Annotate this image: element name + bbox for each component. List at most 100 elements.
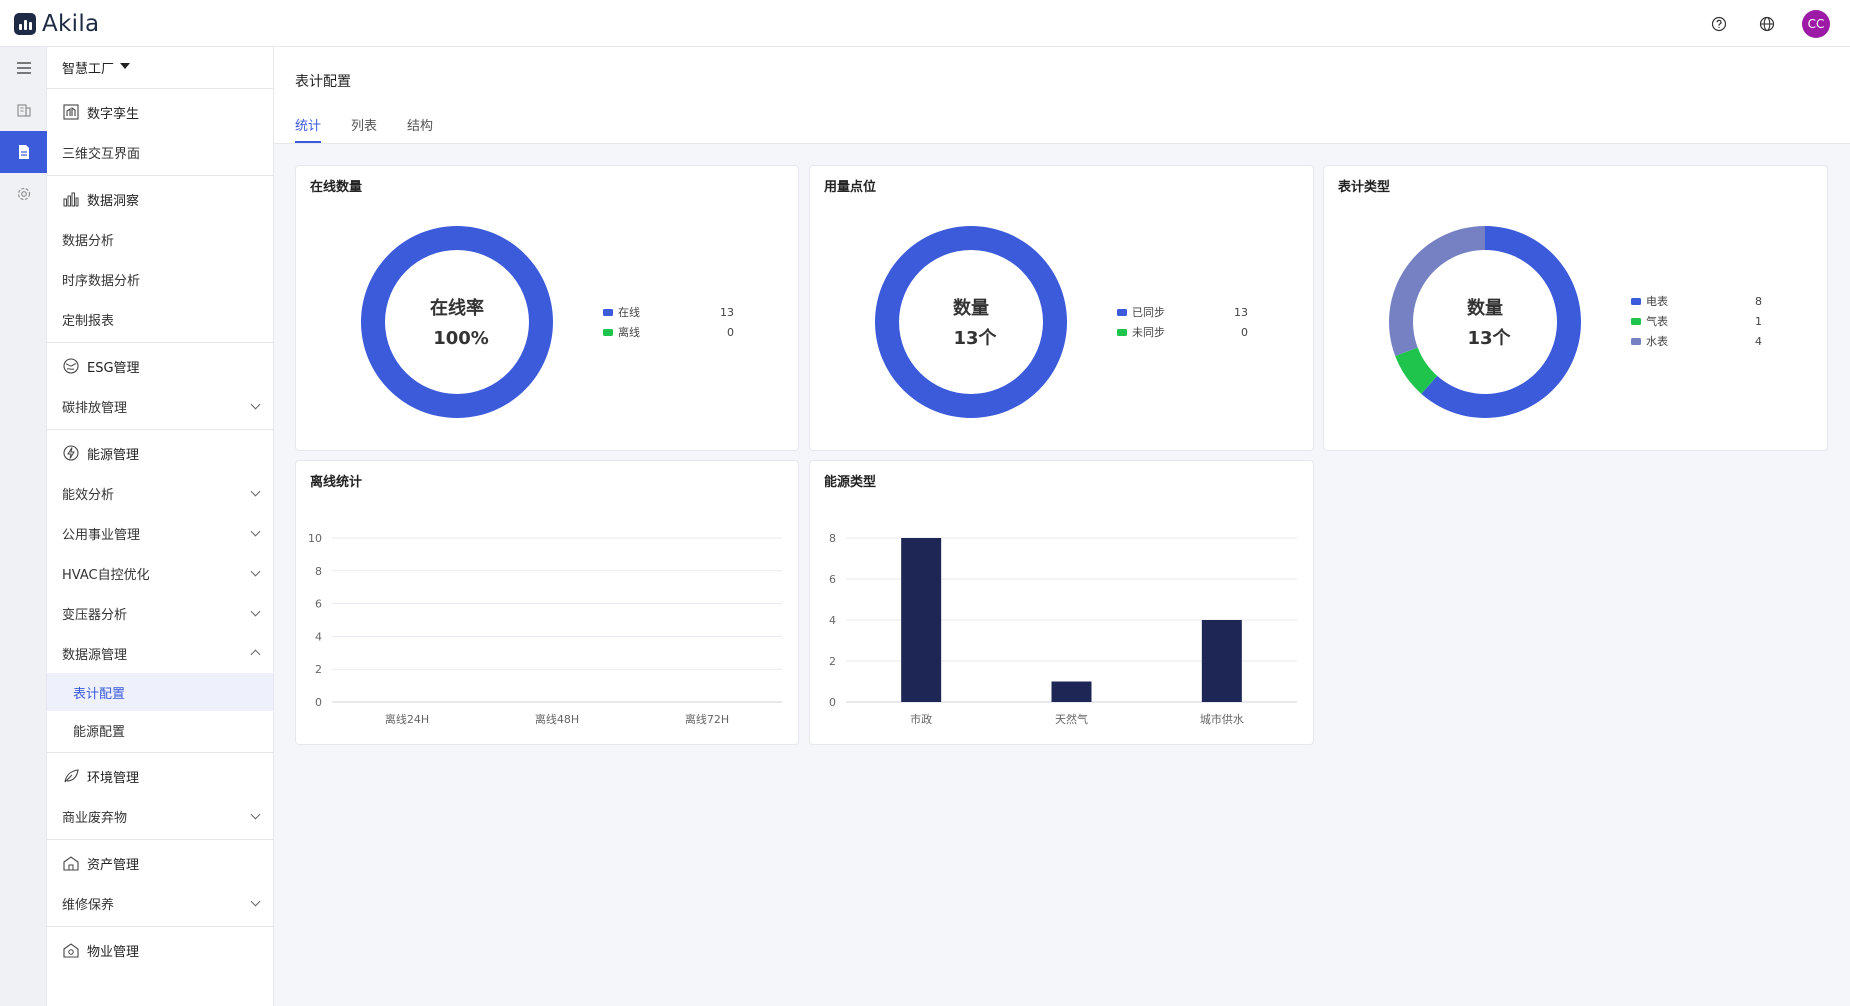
legend-item[interactable]: 电表 8 xyxy=(1631,291,1762,311)
group-title: 资产管理 xyxy=(87,857,140,873)
chevron-down-icon xyxy=(250,566,261,576)
legend-value: 4 xyxy=(1755,334,1762,348)
help-icon[interactable] xyxy=(1706,11,1732,37)
energy-icon xyxy=(61,443,81,463)
bar[interactable] xyxy=(1051,681,1092,703)
group-header-digital-twin[interactable]: 数字孪生 xyxy=(47,92,273,132)
tab-list[interactable]: 列表 xyxy=(351,119,378,134)
site-selector[interactable]: 智慧工厂 xyxy=(47,47,273,89)
y-tick-label: 8 xyxy=(829,532,836,545)
tab-structure[interactable]: 结构 xyxy=(407,119,434,134)
donut-chart: 在线率 100% xyxy=(361,226,553,418)
card-offline-stats: 离线统计 0 2 4 6 8 10 离线24H 离线48H 离线72H xyxy=(295,460,799,745)
card-title: 离线统计 xyxy=(310,475,363,490)
icon-rail xyxy=(0,47,47,1006)
donut-slice-0[interactable] xyxy=(1421,226,1581,418)
card-title: 用量点位 xyxy=(824,180,877,195)
legend-label: 电表 xyxy=(1646,295,1668,308)
donut-slice-0[interactable] xyxy=(361,226,553,418)
x-tick-label: 离线24H xyxy=(385,712,429,726)
chevron-down-icon xyxy=(250,486,261,496)
chart-legend: 已同步 13 未同步 0 xyxy=(1117,302,1248,342)
sidebar-subitem-meter-config[interactable]: 表计配置 xyxy=(47,673,273,711)
y-tick-label: 6 xyxy=(829,573,836,586)
document-icon[interactable] xyxy=(0,131,47,173)
settings-icon[interactable] xyxy=(0,173,47,215)
esg-icon xyxy=(61,356,81,376)
y-tick-label: 0 xyxy=(315,696,322,709)
legend-item[interactable]: 离线 0 xyxy=(603,322,734,342)
top-bar: Akila CC xyxy=(0,0,1850,47)
group-title: 物业管理 xyxy=(87,944,140,960)
legend-item[interactable]: 在线 13 xyxy=(603,302,734,322)
tab-statistics[interactable]: 统计 xyxy=(295,115,322,143)
sidebar-item-transformer[interactable]: 变压器分析 xyxy=(47,593,273,633)
sidebar-item-data-analysis[interactable]: 数据分析 xyxy=(62,233,115,249)
legend-label: 已同步 xyxy=(1132,306,1165,319)
asset-icon xyxy=(61,853,81,873)
group-header-property[interactable]: 物业管理 xyxy=(47,930,273,970)
group-title: 数字孪生 xyxy=(87,106,140,122)
y-tick-label: 6 xyxy=(315,598,322,611)
sidebar-item-hvac[interactable]: HVAC自控优化 xyxy=(47,553,273,593)
legend-swatch xyxy=(1631,317,1641,325)
bar[interactable] xyxy=(1201,620,1242,702)
group-digital-twin: 数字孪生 三维交互界面 xyxy=(47,89,273,176)
user-avatar[interactable]: CC xyxy=(1802,10,1830,38)
sidebar-item-3d-interface[interactable]: 三维交互界面 xyxy=(62,146,141,162)
card-title: 在线数量 xyxy=(310,180,363,195)
card-meter-types: 表计类型 数量 13个 电表 8 气表 1 水表 4 xyxy=(1323,165,1828,451)
legend-item[interactable]: 已同步 13 xyxy=(1117,302,1248,322)
chevron-down-icon xyxy=(250,526,261,536)
chart-legend: 电表 8 气表 1 水表 4 xyxy=(1631,291,1762,351)
donut-slice-2[interactable] xyxy=(1389,226,1485,357)
sidebar-item-utilities[interactable]: 公用事业管理 xyxy=(47,513,273,553)
building-icon[interactable] xyxy=(0,89,47,131)
legend-item[interactable]: 气表 1 xyxy=(1631,311,1762,331)
group-header-asset[interactable]: 资产管理 xyxy=(47,843,273,883)
sidebar-item-waste[interactable]: 商业废弃物 xyxy=(47,796,273,836)
card-usage-points: 用量点位 数量 13个 已同步 13 未同步 0 xyxy=(809,165,1314,451)
donut-slice-1[interactable] xyxy=(1395,347,1438,394)
donut-chart: 数量 13个 xyxy=(875,226,1067,418)
group-header-data-insight[interactable]: 数据洞察 xyxy=(47,179,273,219)
app-logo[interactable]: Akila xyxy=(14,11,99,37)
legend-item[interactable]: 未同步 0 xyxy=(1117,322,1248,342)
sidebar-item-maintenance[interactable]: 维修保养 xyxy=(47,883,273,923)
sidebar-item-custom-report[interactable]: 定制报表 xyxy=(62,313,115,329)
legend-swatch xyxy=(1117,328,1127,336)
legend-swatch xyxy=(1631,337,1641,345)
sidebar-item-carbon[interactable]: 碳排放管理 xyxy=(47,386,273,426)
sidebar-item-datasource[interactable]: 数据源管理 xyxy=(47,633,273,673)
y-tick-label: 8 xyxy=(315,565,322,578)
card-online-count: 在线数量 在线率 100% 在线 13 离线 0 xyxy=(295,165,799,451)
group-header-esg[interactable]: ESG管理 xyxy=(47,346,273,386)
legend-value: 13 xyxy=(720,305,734,319)
donut-center-value: 13个 xyxy=(1467,327,1511,349)
donut-center-label: 数量 xyxy=(1467,297,1503,319)
donut-center-label: 在线率 xyxy=(430,297,484,319)
group-esg: ESG管理 碳排放管理 xyxy=(47,343,273,430)
chevron-down-icon xyxy=(250,896,261,906)
sidebar-item-timeseries[interactable]: 时序数据分析 xyxy=(62,273,141,289)
y-tick-label: 2 xyxy=(315,663,322,676)
legend-item[interactable]: 水表 4 xyxy=(1631,331,1762,351)
chevron-down-icon xyxy=(250,606,261,616)
page-header: 表计配置 统计 列表 结构 xyxy=(274,47,1850,144)
group-header-environment[interactable]: 环境管理 xyxy=(47,756,273,796)
legend-swatch xyxy=(603,328,613,336)
bar[interactable] xyxy=(901,538,942,702)
x-tick-label: 城市供水 xyxy=(1200,712,1244,726)
x-tick-label: 离线72H xyxy=(685,712,729,726)
donut-slice-0[interactable] xyxy=(875,226,1067,418)
bar-chart-icon xyxy=(61,189,81,209)
bar-chart: 0 2 4 6 8 10 离线24H 离线48H 离线72H xyxy=(308,532,782,726)
menu-toggle-icon[interactable] xyxy=(0,47,47,89)
globe-icon[interactable] xyxy=(1754,11,1780,37)
sidebar-subitem-energy-config[interactable]: 能源配置 xyxy=(73,724,126,740)
x-tick-label: 市政 xyxy=(910,712,932,726)
card-title: 表计类型 xyxy=(1338,180,1391,195)
group-data-insight: 数据洞察 数据分析 时序数据分析 定制报表 xyxy=(47,176,273,343)
sidebar-item-efficiency[interactable]: 能效分析 xyxy=(47,473,273,513)
group-header-energy[interactable]: 能源管理 xyxy=(47,433,273,473)
